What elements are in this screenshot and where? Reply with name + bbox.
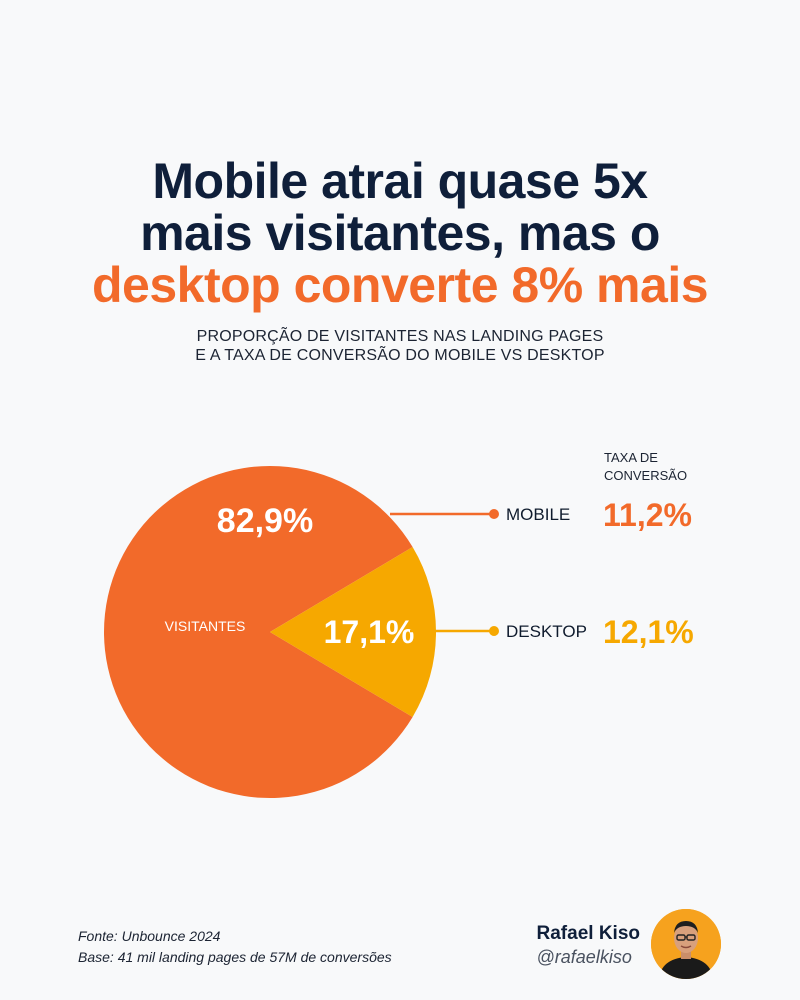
title-line-3-highlight: desktop converte 8% mais (91, 257, 709, 313)
chart-subtitle: PROPORÇÃO DE VISITANTES NAS LANDING PAGE… (0, 327, 800, 365)
title-line-1: Mobile atrai quase 5x (152, 153, 648, 209)
slice-label-desktop: 17,1% (324, 614, 415, 650)
conversion-rate-desktop: 12,1% (603, 614, 694, 650)
pie-center-label: VISITANTES (165, 618, 246, 634)
subtitle-line-2: E A TAXA DE CONVERSÃO DO MOBILE VS DESKT… (195, 347, 605, 364)
leader-dot-mobile (489, 509, 499, 519)
conversion-rate-mobile: 11,2% (603, 497, 692, 533)
rate-header-line-1: TAXA DE (604, 450, 658, 465)
person-icon (651, 909, 721, 979)
author-block: Rafael Kiso @rafaelkiso (537, 922, 640, 968)
pie-slice-mobile (103, 465, 413, 798)
author-handle: @rafaelkiso (536, 947, 632, 967)
category-label-desktop: DESKTOP (506, 622, 587, 641)
slice-label-mobile: 82,9% (217, 502, 313, 540)
rate-header-line-2: CONVERSÃO (604, 468, 687, 483)
pie-slice-desktop (270, 547, 436, 717)
footer-base: Base: 41 mil landing pages de 57M de con… (78, 949, 392, 965)
title-line-2: mais visitantes, mas o (140, 205, 660, 261)
footer-source-notes: Fonte: Unbounce 2024 Base: 41 mil landin… (78, 926, 392, 968)
footer-source: Fonte: Unbounce 2024 (78, 928, 221, 944)
subtitle-line-1: PROPORÇÃO DE VISITANTES NAS LANDING PAGE… (196, 328, 604, 345)
author-avatar (651, 909, 721, 979)
page-title: Mobile atrai quase 5x mais visitantes, m… (0, 155, 800, 311)
author-name: Rafael Kiso (536, 923, 640, 944)
leader-dot-desktop (489, 626, 499, 636)
category-label-mobile: MOBILE (506, 505, 570, 524)
